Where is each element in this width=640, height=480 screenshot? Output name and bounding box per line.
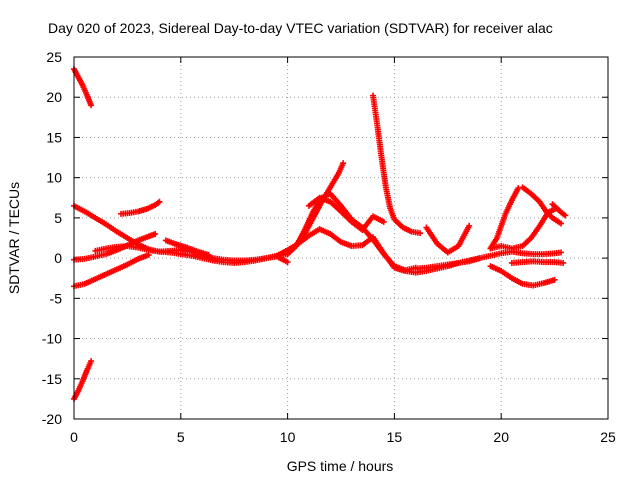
data-point (88, 102, 95, 109)
series-arc-13 (370, 92, 424, 237)
chart-title: Day 020 of 2023, Sidereal Day-to-day VTE… (48, 20, 553, 36)
x-tick-label: 15 (387, 429, 403, 445)
series-arc-21 (549, 201, 569, 219)
grid (74, 57, 608, 419)
series-arc-14 (423, 222, 473, 256)
data-point (562, 212, 569, 219)
series-arc-20 (508, 258, 567, 266)
data-point (558, 220, 565, 227)
data-point (88, 358, 95, 365)
data-point (340, 160, 347, 167)
series-arc-16 (487, 263, 558, 289)
series-arc-1 (71, 66, 95, 109)
x-tick-label: 5 (177, 429, 185, 445)
data-point (560, 259, 567, 266)
data-point (380, 218, 387, 225)
series-arc-17 (487, 185, 522, 252)
y-tick-label: 20 (46, 89, 62, 105)
y-tick-label: 10 (46, 170, 62, 186)
series-arc-7 (117, 198, 163, 217)
data-point (152, 230, 159, 237)
x-tick-label: 25 (600, 429, 616, 445)
series-arc-15 (412, 248, 565, 272)
x-axis-label: GPS time / hours (287, 458, 394, 474)
data-point (205, 251, 212, 258)
data-point (551, 276, 558, 283)
y-tick-label: 15 (46, 129, 62, 145)
data-point (417, 230, 424, 237)
y-tick-label: 5 (54, 210, 62, 226)
series-arc-12 (305, 194, 387, 233)
data-marks (71, 66, 569, 402)
x-tick-label: 0 (70, 429, 78, 445)
series-arc-2 (71, 358, 95, 402)
data-point (466, 222, 473, 229)
data-point (515, 185, 522, 192)
series-arc-18 (487, 205, 560, 252)
data-point (156, 198, 163, 205)
y-tick-label: 25 (46, 49, 62, 65)
y-tick-label: -5 (50, 290, 63, 306)
x-tick-label: 10 (280, 429, 296, 445)
data-point (558, 249, 565, 256)
axis-ticks: 0 5 10 15 20 25 -20 -15 -10 -5 0 5 10 15 20 25 (42, 49, 616, 445)
plot-frame (73, 56, 609, 420)
y-tick-label: -20 (42, 411, 62, 427)
y-tick-label: 0 (54, 250, 62, 266)
series-arc-19 (519, 184, 565, 227)
y-axis-label: SDTVAR / TECUs (6, 182, 22, 294)
y-tick-label: -10 (42, 331, 62, 347)
series-arc-8 (162, 237, 212, 258)
y-tick-label: -15 (42, 371, 62, 387)
x-tick-label: 20 (493, 429, 509, 445)
series-arc-4 (71, 251, 152, 290)
data-point (284, 259, 291, 266)
